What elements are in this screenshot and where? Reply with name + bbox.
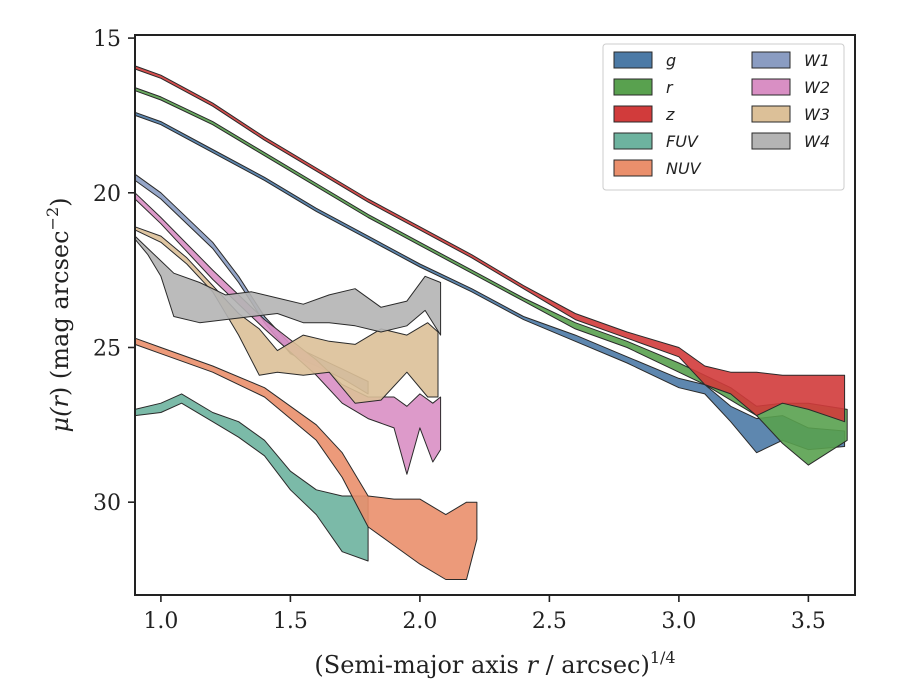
band-z	[134, 65, 846, 423]
legend-swatch-g	[613, 51, 653, 69]
legend-label-g: g	[666, 51, 676, 70]
legend-swatch-w4	[751, 132, 791, 150]
legend-swatch-w3	[751, 105, 791, 123]
y-axis: 15 20 25 30	[93, 27, 135, 516]
legend-label-w4: W4	[804, 132, 830, 151]
legend-swatch-fuv	[613, 132, 653, 150]
legend-swatch-nuv	[613, 159, 653, 177]
x-axis: 1.0 1.5 2.0 2.5 3.0 3.5	[143, 595, 826, 634]
band-r	[134, 87, 848, 466]
y-tick-label: 25	[93, 336, 121, 361]
band-nuv	[134, 337, 478, 580]
legend-label-w3: W3	[804, 105, 830, 124]
y-axis-label: μ(r) (mag arcsec−2)	[43, 197, 74, 432]
band-w3	[134, 226, 439, 404]
legend-label-r: r	[666, 78, 674, 97]
x-tick-label: 2.5	[532, 609, 567, 634]
x-tick-label: 2.0	[402, 609, 437, 634]
band-fuv	[134, 393, 369, 562]
bands-layer	[134, 65, 848, 580]
legend-swatch-w2	[751, 78, 791, 96]
legend-swatch-r	[613, 78, 653, 96]
x-tick-label: 1.5	[273, 609, 308, 634]
x-tick-label: 1.0	[143, 609, 178, 634]
legend: grz FUV NUV W1 W2 W3 W4	[602, 43, 845, 191]
legend-label-fuv: FUV	[666, 132, 699, 151]
x-axis-label: (Semi-major axis r / arcsec)1/4	[314, 648, 675, 679]
y-tick-label: 30	[93, 491, 121, 516]
plot-frame	[134, 34, 856, 596]
legend-items: grz FUV NUV W1 W2 W3 W4	[613, 51, 830, 178]
y-tick-label: 20	[93, 182, 121, 207]
legend-swatch-z	[613, 105, 653, 123]
legend-label-z: z	[665, 105, 675, 124]
legend-label-w2: W2	[804, 78, 830, 97]
y-tick-label: 15	[93, 27, 121, 52]
legend-label-w1: W1	[804, 51, 830, 70]
legend-swatch-w1	[751, 51, 791, 69]
x-tick-label: 3.0	[661, 609, 696, 634]
x-tick-label: 3.5	[791, 609, 826, 634]
legend-label-nuv: NUV	[666, 159, 702, 178]
band-w4	[134, 235, 442, 336]
